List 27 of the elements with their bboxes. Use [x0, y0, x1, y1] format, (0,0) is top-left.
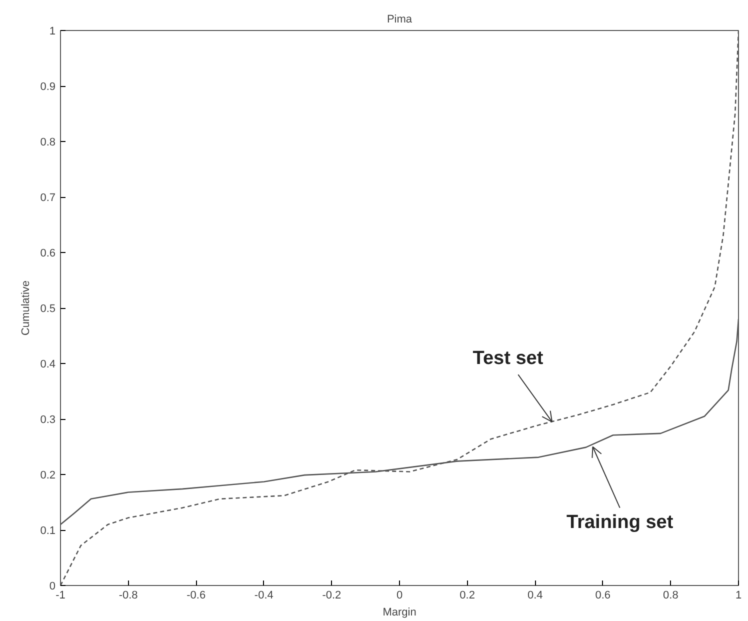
x-tick-label: -0.6	[186, 590, 206, 602]
y-tick-label: 0.5	[40, 303, 56, 315]
y-tick-label: 0.3	[40, 414, 56, 426]
x-tick-label: 0.6	[595, 590, 611, 602]
x-tick-label: -0.8	[118, 590, 138, 602]
y-tick-label: 0.6	[40, 248, 56, 260]
x-tick-label: 0.8	[663, 590, 678, 602]
y-tick-label: 1	[49, 26, 56, 38]
y-tick-label: 0.7	[40, 192, 56, 204]
y-tick-label: 0.1	[40, 525, 56, 537]
x-axis-title: Margin	[382, 606, 416, 618]
annotation: Training set	[566, 512, 674, 533]
x-tick-label: -0.2	[322, 590, 342, 602]
y-tick-label: 0.8	[40, 136, 56, 148]
y-tick-label: 0	[49, 580, 56, 592]
x-tick-label: 0.4	[527, 590, 543, 602]
y-tick-label: 0.4	[40, 358, 56, 370]
y-tick-label: 0.2	[40, 470, 56, 482]
annotation: Test set	[472, 348, 544, 370]
y-tick-label: 0.9	[40, 81, 56, 93]
x-tick-label: -1	[56, 590, 66, 602]
y-axis-title: Cumulative	[20, 280, 32, 336]
x-tick-label: 0.2	[460, 590, 475, 602]
x-tick-label: 0	[396, 590, 403, 602]
x-tick-label: -0.4	[254, 590, 274, 602]
chart-title: Pima	[386, 14, 413, 26]
x-tick-label: 1	[735, 590, 742, 602]
